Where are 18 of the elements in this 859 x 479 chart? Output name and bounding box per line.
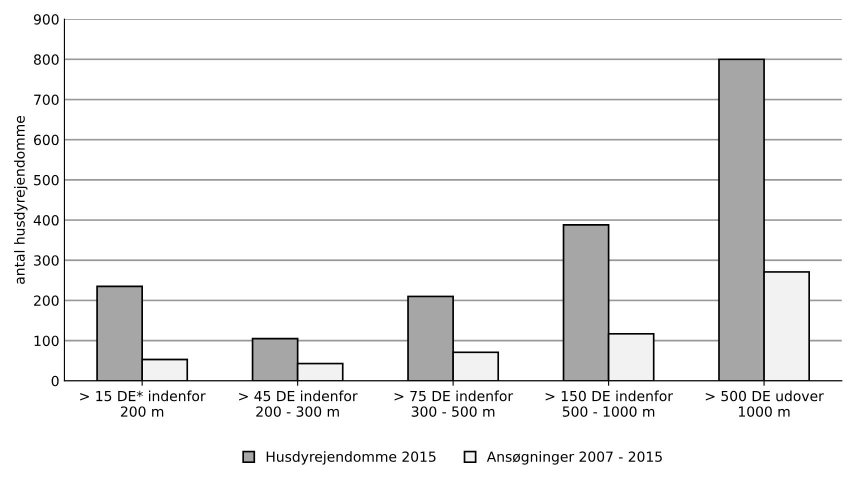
y-tick-label: 700 — [34, 94, 59, 105]
legend-label: Husdyrejendomme 2015 — [266, 451, 436, 465]
y-tick-label: 600 — [34, 134, 59, 146]
y-axis-title: antal husdyrejendomme — [14, 116, 28, 284]
y-tick-label: 400 — [34, 215, 59, 226]
y-tick-label: 900 — [34, 14, 59, 25]
y-tick-label: 300 — [34, 255, 59, 266]
y-tick-label: 500 — [34, 174, 59, 186]
y-tick-label: 0 — [52, 376, 59, 386]
y-tick-label: 100 — [34, 336, 59, 346]
x-tick-label: > 500 DE udover 1000 m — [706, 390, 824, 417]
legend-label: Ansøgninger 2007 - 2015 — [486, 451, 662, 465]
x-tick-label: > 15 DE* indenfor 200 m — [80, 390, 206, 417]
x-tick-label: > 150 DE indenfor 500 - 1000 m — [546, 390, 673, 417]
y-tick-label: 800 — [34, 54, 59, 65]
y-tick-label: 200 — [34, 295, 59, 306]
x-tick-label: > 75 DE indenfor 300 - 500 m — [394, 390, 514, 417]
x-tick-label: > 45 DE indenfor 200 - 300 m — [239, 390, 358, 417]
